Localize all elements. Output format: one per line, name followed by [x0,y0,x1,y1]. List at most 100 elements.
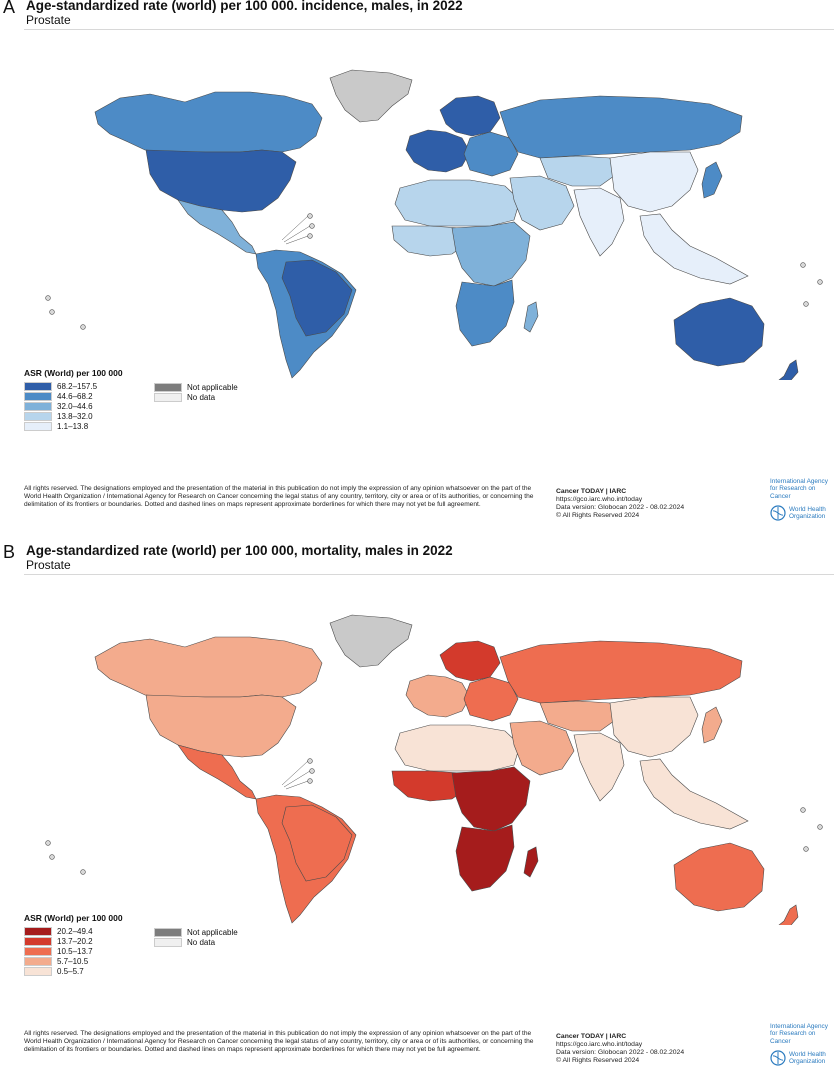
source-name: Cancer TODAY | IARC [556,488,627,495]
region-middle-east [509,175,575,231]
region-north-africa [394,724,521,772]
source-url[interactable]: https://gco.iarc.who.int/today [556,496,643,503]
map-legend: ASR (World) per 100 000 20.2–49.4 13.7–2… [24,913,123,976]
legend-label: No data [187,392,216,402]
legend-no-data: No data [154,937,238,947]
region-west-africa [391,770,467,802]
legend-swatch [24,411,52,421]
region-north-america [94,91,323,153]
legend-swatch [24,946,52,956]
region-central-africa [451,221,531,287]
legend-swatch [24,401,52,411]
island-marker [800,807,806,813]
legend-item: 32.0–44.6 [24,401,123,411]
legend-swatch [24,956,52,966]
legend-item: 68.2–157.5 [24,381,123,391]
data-version: Data version: Globocan 2022 - 08.02.2024 [556,504,685,511]
copyright: © All Rights Reserved 2024 [556,512,640,519]
region-madagascar [523,301,539,333]
legend-swatch-na [154,382,182,392]
region-europe-west [405,674,471,718]
legend-swatch [24,391,52,401]
iarc-who-logo: International Agency for Research on Can… [770,1023,837,1066]
island-marker [307,233,313,239]
legend-no-data: No data [154,392,238,402]
legend-not-applicable: Not applicable [154,382,238,392]
island-marker [817,279,823,285]
legend-label: 44.6–68.2 [57,391,93,401]
island-marker [45,840,51,846]
region-central-africa [451,766,531,832]
island-marker [80,324,86,330]
island-marker [80,869,86,875]
region-europe-east [463,676,519,722]
region-japan [701,161,723,199]
legend-title: ASR (World) per 100 000 [24,368,123,378]
legend-label: 13.7–20.2 [57,936,93,946]
region-west-africa [391,225,467,257]
legend-special: Not applicable No data [154,382,238,402]
legend-label: 13.8–32.0 [57,411,93,421]
region-japan [701,706,723,744]
caribbean-leader-lines [281,215,311,245]
legend-item: 5.7–10.5 [24,956,123,966]
region-china [609,151,699,213]
who-name-line2: Organization [789,1058,826,1066]
region-central-asia [539,155,615,187]
map-title: Age-standardized rate (world) per 100 00… [26,0,463,13]
data-version: Data version: Globocan 2022 - 08.02.2024 [556,1049,685,1056]
region-australia [673,297,765,367]
legend-swatch [24,936,52,946]
region-north-america [94,636,323,698]
title-divider [24,574,834,575]
who-name-line1: World Health [789,505,826,513]
region-south-asia [573,732,625,802]
who-emblem-icon [770,1050,786,1066]
legend-item: 20.2–49.4 [24,926,123,936]
legend-swatch-nodata [154,937,182,947]
region-europe-east [463,131,519,177]
caribbean-leader-lines [281,760,311,790]
legend-label: Not applicable [187,927,238,937]
region-usa [145,694,297,758]
map-legend: ASR (World) per 100 000 68.2–157.5 44.6–… [24,368,123,431]
iarc-who-logo: International Agency for Research on Can… [770,478,837,521]
legend-label: 10.5–13.7 [57,946,93,956]
disclaimer-text: All rights reserved. The designations em… [24,1030,534,1053]
legend-label: 5.7–10.5 [57,956,89,966]
region-china [609,696,699,758]
region-southeast-asia [639,213,749,285]
region-south-asia [573,187,625,257]
region-europe-west [405,129,471,173]
map-subtitle: Prostate [26,13,71,27]
region-greenland [329,69,413,123]
island-marker [49,854,55,860]
legend-swatch-na [154,927,182,937]
world-map [45,69,823,380]
region-russia [499,95,743,159]
region-greenland [329,614,413,668]
source-url[interactable]: https://gco.iarc.who.int/today [556,1041,643,1048]
island-marker [817,824,823,830]
world-map [45,614,823,925]
region-europe-north [439,95,501,137]
iarc-name-line2: for Research on Cancer [770,1030,816,1045]
region-usa [145,149,297,213]
legend-label: 32.0–44.6 [57,401,93,411]
panel-letter: B [3,542,16,562]
legend-swatch [24,966,52,976]
legend-item: 0.5–5.7 [24,966,123,976]
legend-swatch-nodata [154,392,182,402]
region-southern-africa [455,824,515,892]
legend-title: ASR (World) per 100 000 [24,913,123,923]
region-brazil [281,804,353,882]
source-info: Cancer TODAY | IARC https://gco.iarc.who… [556,1033,684,1065]
legend-label: 0.5–5.7 [57,966,84,976]
legend-label: No data [187,937,216,947]
map-subtitle: Prostate [26,558,71,572]
who-emblem-icon [770,505,786,521]
iarc-name-line1: International Agency [770,1023,828,1030]
who-name-line1: World Health [789,1050,826,1058]
region-new-zealand [778,359,799,380]
region-north-africa [394,179,521,227]
